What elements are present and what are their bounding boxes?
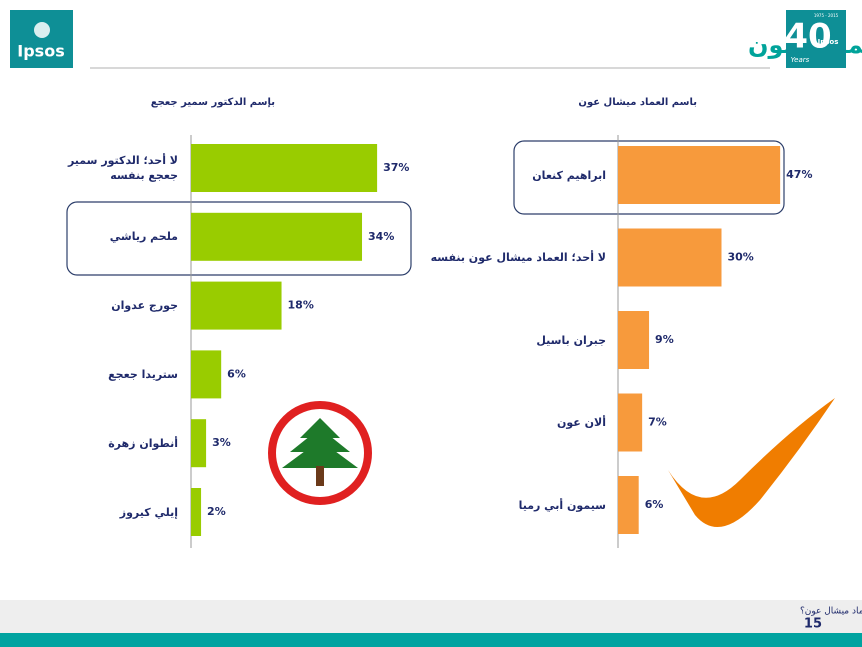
bar [191,281,282,330]
bar [191,419,207,468]
footer-band [0,600,862,633]
page-number: 15 [804,617,822,632]
category-label: إيلي كيروز [119,505,178,519]
logo-right-box [786,10,846,68]
logo-left-text: Ipsos [17,42,64,61]
highlight-box [513,140,785,215]
footnote: Q2. من برأيك يفاوض بإسم الدكتور سمير جعج… [800,605,862,617]
logo-left-box [10,10,73,68]
value-label: 7% [648,416,667,429]
category-label: ألان عون [557,416,606,429]
bar [618,228,722,287]
value-label: 30% [728,251,754,264]
category-label: جورج عدوان [111,299,178,313]
bar [618,146,781,204]
footer-strip [0,633,862,647]
bar [191,144,378,192]
check-mark [668,398,835,527]
value-label: 3% [212,436,231,449]
category-label: ملحم رياشي [109,230,178,244]
category-label: ابراهيم كنعان [532,168,606,182]
category-label: جبران باسيل [536,333,606,347]
cedar-emblem [268,401,372,505]
chart-title: باسم العماد ميشال عون [578,97,697,108]
bar [191,212,363,261]
value-label: 2% [207,505,226,518]
category-label: سيمون أبي رميا [518,498,606,512]
chart-title: بإسم الدكتور سمير جعجع [150,97,275,108]
highlight-box [66,201,412,276]
bar [191,350,222,399]
category-label: لا أحد؛ الدكتور سمير جعجع بنفسه [67,154,178,182]
logo-40: 40 [784,17,831,57]
value-label: 34% [368,230,394,243]
logo-brand: Ipsos [818,38,839,46]
bar [618,476,639,534]
value-label: 18% [288,299,314,312]
value-label: 6% [227,367,246,380]
bar [618,311,650,369]
value-label: 47% [786,168,812,181]
category-label: ستريدا جعجع [108,367,178,381]
bar [618,393,643,452]
logo-years: Years [791,56,810,64]
category-label: لا أحد؛ العماد ميشال عون بنفسه [430,251,606,264]
value-label: 9% [655,333,674,346]
category-label: أنطوان زهرة [108,436,178,450]
logo-period: 1975 - 2015 [814,13,839,18]
value-label: 6% [645,498,664,511]
bar [191,488,202,536]
value-label: 37% [383,161,409,174]
logo-icon [34,22,50,38]
